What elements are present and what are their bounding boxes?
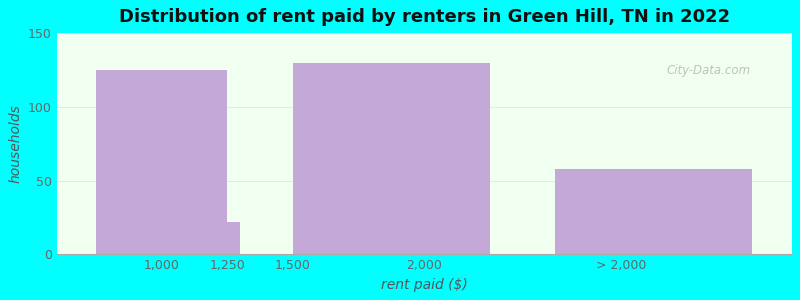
Y-axis label: households: households [8, 104, 22, 183]
Bar [96, 70, 227, 254]
X-axis label: rent paid ($): rent paid ($) [381, 278, 467, 292]
Bar [555, 169, 752, 254]
Title: Distribution of rent paid by renters in Green Hill, TN in 2022: Distribution of rent paid by renters in … [118, 8, 730, 26]
Text: City-Data.com: City-Data.com [666, 64, 751, 77]
Bar [293, 63, 490, 254]
Bar [227, 222, 240, 254]
